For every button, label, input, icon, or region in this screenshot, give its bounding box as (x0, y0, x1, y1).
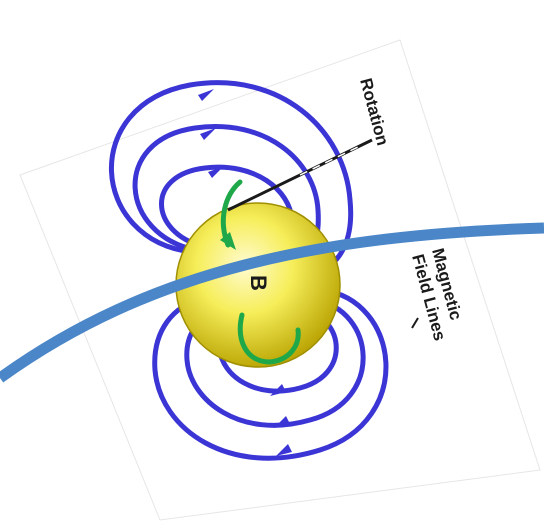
planet-sphere: B (175, 202, 341, 368)
sphere-mark: B (246, 275, 271, 291)
arrow-icon (198, 89, 214, 101)
magnetic-field-label: Magnetic Field Lines (408, 246, 465, 343)
arrow-icon (200, 128, 216, 140)
arrow-icon (276, 444, 292, 456)
arrow-icon (274, 416, 290, 428)
rotation-arrow-icon (220, 232, 236, 250)
overlay-curve (0, 222, 544, 383)
lower-field-loop-1 (152, 287, 389, 461)
lower-field-loop-2 (184, 297, 366, 428)
arrow-icon (208, 166, 224, 178)
background-card (19, 39, 541, 521)
upper-field-loop-2 (132, 124, 321, 265)
upper-field-loop-1 (108, 80, 354, 273)
lower-field-arrows (270, 384, 292, 456)
arrow-icon (270, 384, 286, 396)
rotation-axis-line (227, 138, 373, 212)
rotation-label: Rotation (356, 76, 392, 148)
upper-field-arrows (198, 89, 224, 178)
